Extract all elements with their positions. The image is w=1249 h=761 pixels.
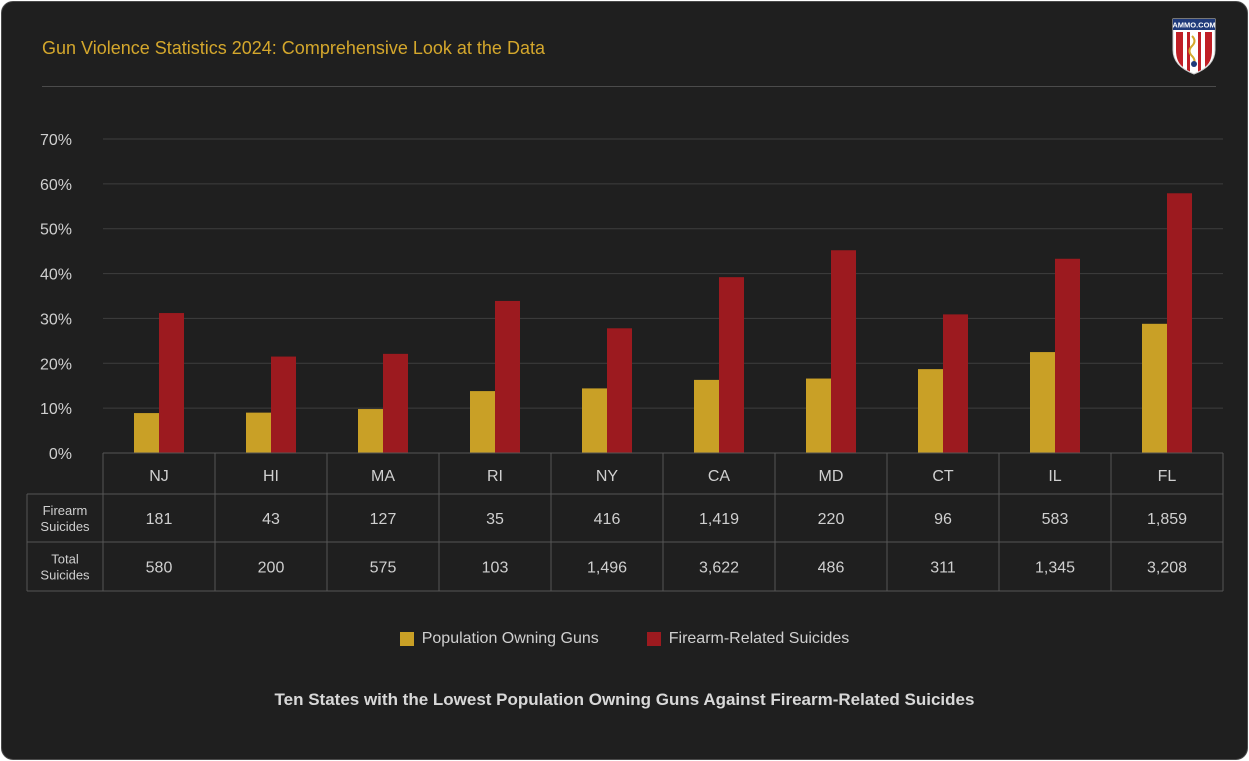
category-label: MA bbox=[371, 468, 395, 485]
legend-label: Firearm-Related Suicides bbox=[668, 630, 850, 647]
bar-suicides bbox=[1055, 258, 1080, 453]
category-label: HI bbox=[263, 468, 279, 485]
table-cell: 43 bbox=[262, 511, 280, 528]
bar-gun-owners bbox=[582, 388, 607, 453]
table-cell: 575 bbox=[370, 560, 397, 577]
table-cell: 1,496 bbox=[587, 560, 627, 577]
category-label: CT bbox=[932, 468, 954, 485]
bar-suicides bbox=[943, 314, 968, 453]
table-cell: 583 bbox=[1042, 511, 1069, 528]
table-cell: 35 bbox=[486, 511, 504, 528]
bar-suicides bbox=[719, 277, 744, 453]
y-tick-label: 30% bbox=[40, 311, 72, 328]
y-tick-label: 10% bbox=[40, 401, 72, 418]
y-tick-label: 60% bbox=[40, 177, 72, 194]
y-tick-label: 0% bbox=[49, 446, 72, 463]
y-tick-label: 50% bbox=[40, 222, 72, 239]
bar-suicides bbox=[1167, 193, 1192, 453]
table-cell: 1,859 bbox=[1147, 511, 1187, 528]
table-cell: 3,208 bbox=[1147, 560, 1187, 577]
legend-item-suicides: Firearm-Related Suicides bbox=[646, 630, 850, 648]
table-cell: 311 bbox=[930, 560, 956, 577]
logo-text: AMMO.COM bbox=[1172, 21, 1215, 30]
bar-gun-owners bbox=[806, 378, 831, 453]
table-cell: 1,419 bbox=[699, 511, 739, 528]
bar-gun-owners bbox=[1030, 352, 1055, 453]
table-cell: 127 bbox=[370, 511, 397, 528]
category-label: MD bbox=[819, 468, 844, 485]
bar-gun-owners bbox=[918, 369, 943, 453]
bar-gun-owners bbox=[470, 391, 495, 453]
bar-suicides bbox=[495, 300, 520, 453]
bar-suicides bbox=[831, 250, 856, 453]
bar-gun-owners bbox=[358, 409, 383, 453]
category-label: CA bbox=[708, 468, 731, 485]
bar-suicides bbox=[271, 356, 296, 453]
table-cell: 416 bbox=[594, 511, 621, 528]
page-title: Gun Violence Statistics 2024: Comprehens… bbox=[42, 38, 545, 58]
bar-chart: 0% 10% 20% 30% 40% 50% 60% 70% NJ HI MA RI NY CA MD CT I… bbox=[26, 132, 1224, 592]
table-cell: 3,622 bbox=[699, 560, 739, 577]
y-tick-label: 20% bbox=[40, 356, 72, 373]
legend-label: Population Owning Guns bbox=[421, 630, 599, 647]
table-cell: 200 bbox=[258, 560, 285, 577]
table-cell: 103 bbox=[482, 560, 509, 577]
header-divider bbox=[42, 86, 1216, 87]
bar-gun-owners bbox=[246, 412, 271, 453]
legend: Population Owning Guns Firearm-Related S… bbox=[2, 630, 1247, 648]
table-row-label: Firearm bbox=[43, 503, 88, 518]
table-cell: 1,345 bbox=[1035, 560, 1075, 577]
bar-suicides bbox=[607, 328, 632, 453]
category-label: NY bbox=[596, 468, 619, 485]
legend-item-gun-owners: Population Owning Guns bbox=[399, 630, 599, 648]
bar-suicides bbox=[159, 313, 184, 453]
y-tick-label: 70% bbox=[40, 132, 72, 149]
category-label: RI bbox=[487, 468, 503, 485]
category-label: FL bbox=[1158, 468, 1177, 485]
ammo-logo-icon: AMMO.COM bbox=[1172, 18, 1216, 75]
legend-swatch-red bbox=[646, 632, 661, 646]
y-tick-label: 40% bbox=[40, 267, 72, 284]
table-cell: 96 bbox=[934, 511, 952, 528]
bar-suicides bbox=[383, 353, 408, 453]
legend-swatch-gold bbox=[399, 632, 414, 646]
table-cell: 181 bbox=[146, 511, 173, 528]
table-cell: 220 bbox=[818, 511, 845, 528]
table-row-label: Total bbox=[51, 552, 79, 567]
table-row-label: Suicides bbox=[40, 519, 90, 534]
table-cell: 486 bbox=[818, 560, 845, 577]
table-row-label: Suicides bbox=[40, 568, 90, 583]
category-label: NJ bbox=[149, 468, 169, 485]
bar-gun-owners bbox=[1142, 323, 1167, 453]
chart-caption: Ten States with the Lowest Population Ow… bbox=[274, 690, 975, 709]
table-cell: 580 bbox=[146, 560, 173, 577]
bar-gun-owners bbox=[134, 413, 159, 453]
category-label: IL bbox=[1048, 468, 1061, 485]
bar-gun-owners bbox=[694, 379, 719, 453]
